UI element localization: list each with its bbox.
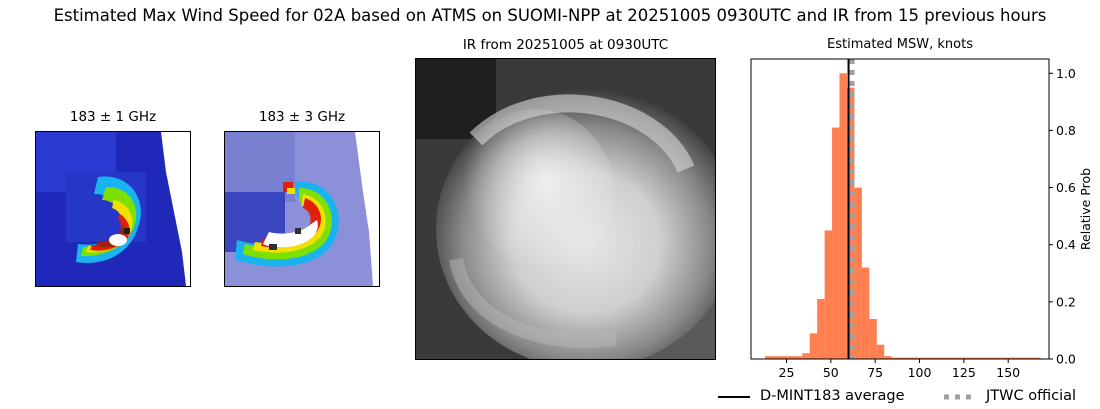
mw1-image xyxy=(35,131,191,287)
histogram-bar-8 xyxy=(824,230,833,359)
legend: D-MINT183 average JTWC official xyxy=(716,388,1100,406)
ir-image xyxy=(415,58,716,360)
x-tick-label: 100 xyxy=(908,365,932,380)
jtwc-legend-label: JTWC official xyxy=(986,388,1077,404)
ir-title: IR from 20251005 at 0930UTC xyxy=(462,37,669,53)
histogram-bar-3 xyxy=(787,356,795,359)
y-tick-label: 0.2 xyxy=(1056,294,1076,309)
chart-title: Estimated MSW, knots xyxy=(827,37,973,52)
histogram-bar-17 xyxy=(891,357,900,359)
histogram-bar-10 xyxy=(839,73,847,360)
histogram-bar-4 xyxy=(794,356,803,359)
histogram-bar-7 xyxy=(817,299,825,359)
y-tick-label: 0.4 xyxy=(1056,237,1076,252)
y-tick-label: 0.0 xyxy=(1056,352,1076,367)
y-tick-label: 0.8 xyxy=(1056,123,1076,138)
plot-frame xyxy=(750,58,1050,360)
histogram-bar-0 xyxy=(765,356,773,359)
histogram-bar-27 xyxy=(966,357,974,359)
y-tick-label: 1.0 xyxy=(1056,66,1076,81)
x-tick-label: 50 xyxy=(823,365,839,380)
histogram-bar-34 xyxy=(1018,357,1026,359)
histogram-bar-32 xyxy=(1003,357,1011,359)
histogram-bar-23 xyxy=(936,357,944,359)
histogram-bar-6 xyxy=(809,333,818,359)
x-tick-label: 125 xyxy=(952,365,976,380)
reference-lines xyxy=(847,59,855,359)
x-ticks: 25 50 75 100 125 150 xyxy=(779,359,1020,380)
histogram-bar-35 xyxy=(1025,357,1034,359)
histogram-bar-36 xyxy=(1033,357,1041,359)
figure-title: Estimated Max Wind Speed for 02A based o… xyxy=(53,6,1047,25)
jtwc-legend-line xyxy=(944,394,976,400)
histogram-bar-33 xyxy=(1010,357,1019,359)
histogram-bar-18 xyxy=(899,357,907,359)
histogram-bar-16 xyxy=(884,356,892,359)
histogram-bar-9 xyxy=(832,127,840,359)
histogram-bar-30 xyxy=(988,357,996,359)
histogram-bar-24 xyxy=(943,357,952,359)
mw1-title: 183 ± 1 GHz xyxy=(69,109,157,125)
histogram-bar-22 xyxy=(928,357,937,359)
y-axis-label: Relative Prob xyxy=(1078,168,1093,250)
histogram-bar-14 xyxy=(869,319,877,359)
histogram-bars xyxy=(765,73,1041,360)
histogram-bar-31 xyxy=(995,357,1004,359)
histogram-bar-13 xyxy=(861,267,870,359)
histogram-bar-28 xyxy=(973,357,982,359)
y-ticks: 0.0 0.2 0.4 0.6 0.8 1.0 xyxy=(1049,66,1076,367)
dmint-legend-line xyxy=(718,396,750,398)
mw3-title: 183 ± 3 GHz xyxy=(258,109,346,125)
x-tick-label: 75 xyxy=(867,365,883,380)
x-tick-label: 25 xyxy=(779,365,795,380)
histogram-bar-29 xyxy=(981,357,989,359)
histogram-bar-21 xyxy=(921,357,929,359)
x-tick-label: 150 xyxy=(996,365,1020,380)
mw3-image xyxy=(224,131,380,287)
histogram-bar-12 xyxy=(854,187,862,359)
msw-histogram: 25 50 75 100 125 150 0.0 0.2 0.4 0.6 0.8 1.0 Relat… xyxy=(750,58,1093,380)
histogram-bar-5 xyxy=(802,353,810,359)
histogram-bar-25 xyxy=(951,357,959,359)
histogram-bar-1 xyxy=(772,356,780,359)
histogram-bar-26 xyxy=(958,357,967,359)
dmint-legend-label: D-MINT183 average xyxy=(760,388,905,404)
histogram-bar-15 xyxy=(876,344,885,359)
histogram-bar-20 xyxy=(914,357,922,359)
histogram-bar-2 xyxy=(779,356,788,359)
histogram-bar-19 xyxy=(906,357,915,359)
histogram-bar-11 xyxy=(846,87,855,360)
y-tick-label: 0.6 xyxy=(1056,180,1076,195)
